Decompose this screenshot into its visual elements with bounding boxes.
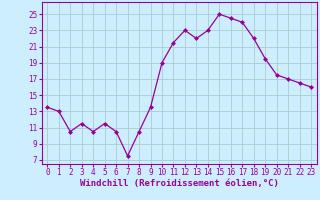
X-axis label: Windchill (Refroidissement éolien,°C): Windchill (Refroidissement éolien,°C) (80, 179, 279, 188)
